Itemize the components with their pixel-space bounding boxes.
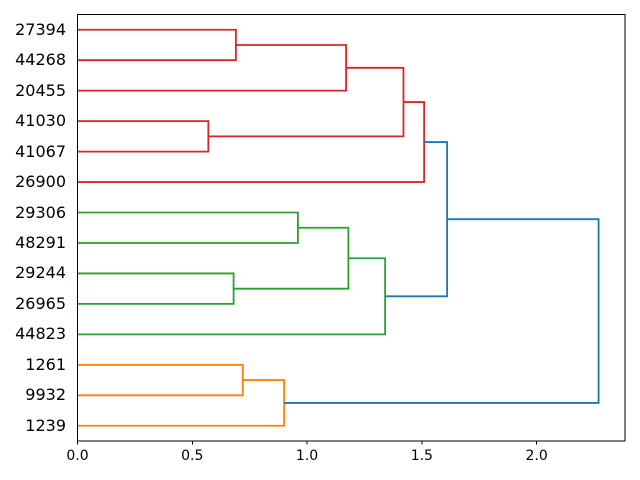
x-tick-label-0.0: 0.0 xyxy=(66,447,89,464)
dendrogram-link-n4 xyxy=(208,66,405,138)
dendrogram-link-n6 xyxy=(77,211,299,244)
dendrogram-link-n5 xyxy=(77,101,426,183)
leaf-label-26965: 26965 xyxy=(15,293,66,313)
leaf-label-41067: 41067 xyxy=(15,141,66,161)
x-tick-label-1.0: 1.0 xyxy=(295,447,319,464)
leaf-label-44823: 44823 xyxy=(15,324,66,344)
leaf-label-29306: 29306 xyxy=(15,202,66,222)
dendrogram-link-n7 xyxy=(77,272,235,305)
leaf-label-26900: 26900 xyxy=(15,172,66,192)
x-tick-label-2.0: 2.0 xyxy=(525,447,548,464)
leaf-label-20455: 20455 xyxy=(15,80,66,100)
dendrogram-link-n9 xyxy=(77,257,387,336)
leaf-label-1261: 1261 xyxy=(25,354,66,374)
dendrogram-link-n12 xyxy=(385,141,448,298)
dendrogram-link-n3 xyxy=(77,44,347,92)
dendrogram-link-n2 xyxy=(77,120,210,153)
dendrogram-link-n11 xyxy=(77,379,286,427)
leaf-label-1239: 1239 xyxy=(25,415,66,435)
leaf-label-9932: 9932 xyxy=(25,385,66,405)
axes-spines xyxy=(77,14,626,442)
leaf-label-29244: 29244 xyxy=(15,263,66,283)
leaf-label-27394: 27394 xyxy=(15,19,66,39)
leaf-label-41030: 41030 xyxy=(15,111,66,131)
dendrogram-link-n8 xyxy=(233,226,350,290)
leaf-label-48291: 48291 xyxy=(15,232,66,252)
x-tick-label-1.5: 1.5 xyxy=(410,447,433,464)
leaf-label-44268: 44268 xyxy=(15,50,66,70)
x-tick-label-0.5: 0.5 xyxy=(181,447,204,464)
dendrogram-link-n1 xyxy=(77,28,237,62)
dendrogram-link-n13 xyxy=(284,218,600,404)
dendrogram-link-n10 xyxy=(77,363,244,397)
